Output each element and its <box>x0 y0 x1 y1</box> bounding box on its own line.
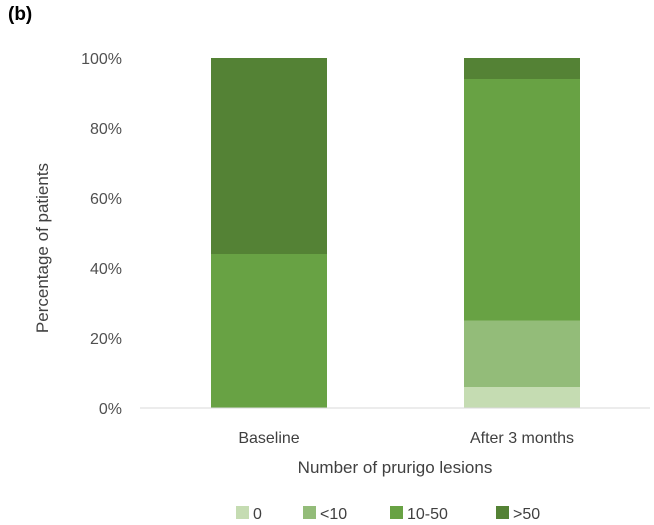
legend-item: <10 <box>303 506 347 523</box>
legend: 0 <10 10-50 >50 <box>236 506 540 523</box>
x-axis-categories: Baseline After 3 months <box>238 430 574 447</box>
bar-segment <box>464 387 580 408</box>
bar-segment <box>211 58 327 254</box>
y-tick-label: 40% <box>90 261 122 278</box>
legend-label: 10-50 <box>407 506 448 523</box>
bar-segment <box>211 254 327 408</box>
legend-swatch <box>496 506 509 519</box>
legend-label: 0 <box>253 506 262 523</box>
x-category-label: After 3 months <box>470 430 574 447</box>
y-tick-label: 80% <box>90 121 122 138</box>
legend-item: 10-50 <box>390 506 448 523</box>
legend-swatch <box>390 506 403 519</box>
legend-item: 0 <box>236 506 262 523</box>
legend-item: >50 <box>496 506 540 523</box>
y-tick-label: 100% <box>81 51 122 68</box>
x-axis-title: Number of prurigo lesions <box>298 458 493 477</box>
bars <box>211 58 580 408</box>
x-category-label: Baseline <box>238 430 299 447</box>
panel-label: (b) <box>8 4 33 25</box>
legend-swatch <box>236 506 249 519</box>
legend-swatch <box>303 506 316 519</box>
legend-label: >50 <box>513 506 540 523</box>
bar-segment <box>464 58 580 79</box>
y-tick-label: 0% <box>99 401 122 418</box>
y-axis-ticks: 0% 20% 40% 60% 80% 100% <box>81 51 122 418</box>
legend-label: <10 <box>320 506 347 523</box>
bar-segment <box>464 320 580 387</box>
bar-segment <box>464 79 580 321</box>
y-tick-label: 20% <box>90 331 122 348</box>
y-axis-title: Percentage of patients <box>33 163 52 333</box>
y-tick-label: 60% <box>90 191 122 208</box>
